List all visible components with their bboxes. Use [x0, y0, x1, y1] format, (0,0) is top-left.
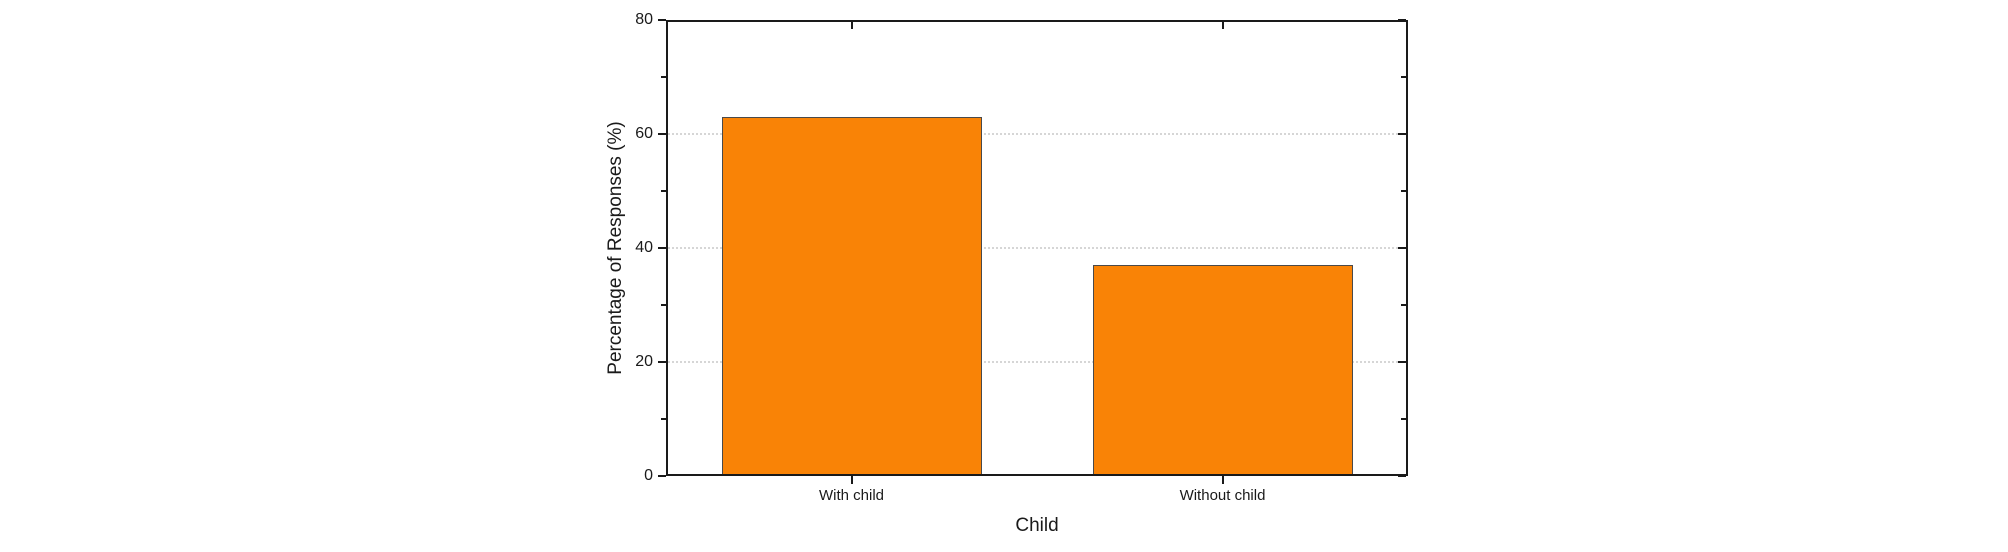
y-tick-label-60: 60	[635, 125, 653, 142]
x-axis-tick-bottom-with-child	[850, 476, 853, 484]
gridline-y-20	[668, 361, 1406, 363]
y-tick-label-80: 80	[635, 11, 653, 28]
y-axis-major-tick-left-20	[658, 361, 666, 363]
y-axis-minor-tick-left-70	[661, 76, 666, 78]
y-axis-major-tick-right-60	[1398, 133, 1406, 135]
y-axis-major-tick-left-0	[658, 475, 666, 477]
y-axis-major-tick-right-40	[1398, 247, 1406, 249]
y-axis-major-tick-right-0	[1398, 475, 1406, 477]
y-tick-label-0: 0	[644, 467, 653, 484]
x-axis-title: Child	[1015, 515, 1059, 536]
y-axis-major-tick-left-80	[658, 19, 666, 21]
y-axis-major-tick-right-20	[1398, 361, 1406, 363]
bar-without-child	[1092, 265, 1353, 476]
x-tick-label-without-child: Without child	[1179, 487, 1266, 504]
y-axis-minor-tick-right-50	[1401, 190, 1406, 192]
plot-frame	[666, 20, 1408, 476]
y-axis-minor-tick-right-70	[1401, 76, 1406, 78]
x-axis-tick-top-with-child	[850, 20, 853, 29]
y-axis-major-tick-right-80	[1398, 19, 1406, 21]
y-tick-label-20: 20	[635, 353, 653, 370]
y-axis-minor-tick-left-10	[661, 418, 666, 420]
y-axis-minor-tick-right-10	[1401, 418, 1406, 420]
x-tick-label-with-child: With child	[818, 487, 885, 504]
y-axis-minor-tick-right-30	[1401, 304, 1406, 306]
y-axis-major-tick-left-60	[658, 133, 666, 135]
y-tick-label-40: 40	[635, 239, 653, 256]
gridline-y-40	[668, 247, 1406, 249]
y-axis-minor-tick-left-30	[661, 304, 666, 306]
y-axis-minor-tick-left-50	[661, 190, 666, 192]
bar-with-child	[721, 116, 982, 476]
x-axis-tick-top-without-child	[1221, 20, 1224, 29]
x-axis-tick-bottom-without-child	[1221, 476, 1224, 484]
gridline-y-60	[668, 133, 1406, 135]
y-axis-major-tick-left-40	[658, 247, 666, 249]
y-axis-title: Percentage of Responses (%)	[605, 121, 626, 375]
